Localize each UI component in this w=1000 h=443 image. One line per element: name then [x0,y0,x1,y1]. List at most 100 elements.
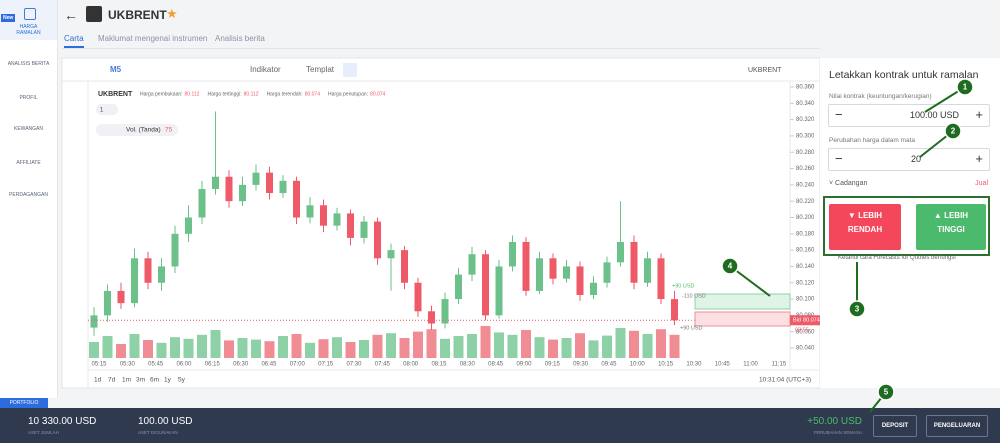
panel-title: Letakkan kontrak untuk ramalan [829,69,979,81]
candle-body [198,188,206,218]
portfolio-tab[interactable]: PORTFOLIO [0,398,48,408]
chart-type-button[interactable] [343,63,357,77]
bid-tag [790,315,820,326]
volume-bar [237,338,248,358]
x-tick-label: 07:00 [290,362,306,368]
x-tick-label: 10:45 [715,362,731,368]
volume-bar [372,334,383,358]
x-tick-label: 07:15 [318,362,334,368]
candle-body [252,172,260,185]
volume-bar [602,335,612,358]
volume-bar [588,340,599,358]
candle-body [401,250,408,283]
tab[interactable]: Carta [64,34,84,48]
advice[interactable]: ˅ Cadangan [829,180,868,187]
tab[interactable]: Maklumat mengenai instrumen [98,34,208,43]
points-input[interactable]: − 20 + [828,148,990,171]
y-tick-label: 80.340 [796,101,815,107]
deposit-button[interactable]: DEPOSIT [873,415,917,437]
nav-item[interactable]: KEWANGAN [14,126,43,132]
candle-body [347,213,354,238]
candle-body [617,241,624,263]
nav-item[interactable]: PROFIL [19,95,38,101]
volume-bar [467,334,477,358]
y-tick-label: 80.300 [796,134,815,140]
candle-body [509,241,516,267]
candle-body [495,266,503,316]
volume-bar [440,338,450,358]
candle-body [131,258,138,304]
back-arrow[interactable]: ← [64,7,78,23]
volume-bar [345,342,356,358]
symbol-select[interactable]: UKBRENT [748,67,782,74]
y-tick-label: 80.280 [796,150,815,156]
x-tick-label: 08:00 [403,362,419,368]
volume-bar [170,337,180,358]
y-tick-label: 80.040 [796,346,815,352]
volume-bar [156,342,167,358]
candle-body [576,266,584,295]
volume-bar [89,342,99,358]
volume-bar [332,337,342,358]
candle-body [657,258,665,300]
pane-chip[interactable] [96,104,118,115]
candle-body [603,262,611,283]
volume-bar [642,334,653,358]
amount: 100.00 USD [909,110,959,120]
range-button: 6m [150,377,159,384]
timeframe[interactable]: M5 [110,65,122,74]
nav-item[interactable]: PERDAGANGAN [9,192,48,198]
candle-body [414,282,422,312]
x-tick-label: 09:15 [545,362,561,368]
y-tick-label: 80.160 [796,248,815,254]
legend-label: Harga pembukaan: [140,91,183,97]
tab-border [62,48,820,49]
candle-body [374,221,381,259]
field-label: Nilai kontrak (keuntungan/kerugian) [829,93,932,100]
nav-item[interactable]: AFFILIATE [16,160,41,166]
range-button: 1d [94,377,102,384]
volume-bar [278,336,288,358]
candle-body [360,221,368,238]
template[interactable]: Templat [306,65,335,74]
countdown: 03:55 [795,328,809,334]
instrument-icon [86,6,102,22]
lower-button[interactable]: ▼ LEBIH RENDAH [829,204,901,250]
legend-value: 80.074 [370,91,386,97]
info-link[interactable]: Ketahui cara Forecasts for Quotes berfun… [838,255,956,261]
volume-bar [669,334,680,358]
bid-value: 80.074 [803,318,820,324]
x-tick-label: 08:15 [431,362,447,368]
candle-body [320,205,327,226]
candle-body [630,241,638,283]
volume-bar [507,334,518,358]
x-tick-label: 06:15 [205,362,221,368]
target-label: +90 USD [672,283,694,289]
tab[interactable]: Analisis berita [215,34,265,43]
volume-bar [291,334,302,358]
instrument-title: UKBRENT [108,8,167,22]
forecast-zone-up [694,293,791,310]
volume-bar [548,339,558,358]
volume-bar [224,340,234,358]
amount-input[interactable]: − 100.00 USD + [828,104,990,127]
candle-body [158,266,165,283]
nav-item[interactable]: ANALISIS BERITA [7,61,50,67]
nav-item[interactable]: HARGA RAMALAN [16,24,41,36]
y-tick-label: 80.140 [796,264,815,270]
higher-button[interactable]: ▲ LEBIH TINGGI [916,204,986,250]
change-label: PERUBAHAN SEMASA [813,430,862,435]
indicators[interactable]: Indikator [250,65,281,74]
x-tick-label: 05:45 [148,362,164,368]
withdraw-button[interactable]: PENGELUARAN [926,415,988,437]
y-tick-label: 80.060 [796,329,815,335]
candle-body [266,172,273,194]
y-tick-label: 80.220 [796,199,815,205]
x-tick-label: 10:30 [686,362,702,368]
x-tick-label: 06:45 [261,362,277,368]
field-label: Perubahan harga dalam mata [829,137,916,144]
legend-value: 80.112 [244,91,259,97]
candle-body [563,266,570,279]
favorite-star[interactable]: ★ [166,6,178,21]
